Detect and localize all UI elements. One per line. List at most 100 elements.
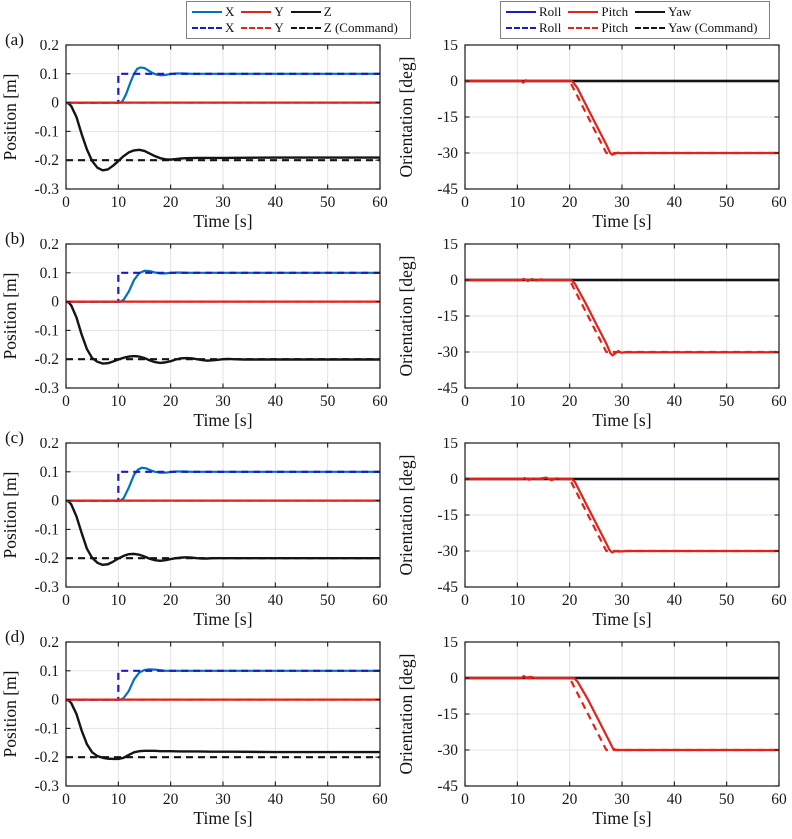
x-axis-label: Time [s]: [592, 410, 651, 430]
dashed-line-sample-icon: [568, 27, 599, 29]
x-tick-label: 50: [320, 393, 336, 410]
x-tick-label: 0: [62, 592, 70, 609]
y-tick-label: 0.2: [40, 239, 59, 253]
x-axis-label: Time [s]: [592, 211, 651, 231]
solid-line-sample-icon: [568, 11, 599, 13]
x-tick-label: 50: [320, 791, 336, 808]
y-tick-label: -30: [437, 742, 458, 759]
y-tick-label: 15: [443, 239, 459, 253]
y-tick-label: -0.1: [34, 123, 59, 140]
y-axis-label: Orientation [deg]: [396, 57, 416, 178]
x-tick-label: 40: [667, 791, 683, 808]
x-tick-label: 20: [163, 791, 179, 808]
x-tick-label: 10: [111, 393, 127, 410]
legend-label: Pitch: [601, 4, 629, 19]
row-label-a: (a): [5, 30, 24, 49]
x-axis-label: Time [s]: [193, 808, 252, 828]
legend-label: Yaw: [668, 4, 692, 19]
legend-label: Roll: [539, 4, 562, 19]
dashed-line-sample-icon: [192, 27, 222, 29]
legend-item-pitch: Pitch: [568, 4, 635, 20]
x-tick-label: 30: [215, 194, 231, 211]
y-tick-label: -15: [437, 706, 458, 723]
series-pitch-command-: [465, 79, 779, 155]
chart-a-orientation: 0 10 20 30 40 50 60 15 0 -15 -30 -45 Time [s] Orienta…: [396, 40, 787, 231]
x-tick-label: 20: [163, 194, 179, 211]
y-tick-label: -0.3: [34, 380, 59, 397]
x-tick-label: 0: [461, 194, 469, 211]
x-tick-label: 0: [62, 194, 70, 211]
y-axis-label: Orientation [deg]: [396, 654, 416, 775]
x-tick-label: 0: [62, 393, 70, 410]
series-x: [66, 466, 380, 502]
chart-d-position: 0 10 20 30 40 50 60 0.2 0.1 0 -0.1 -0.2 -0.3 Time [s]…: [0, 637, 388, 828]
y-tick-label: -15: [437, 109, 458, 126]
x-tick-label: 60: [771, 592, 787, 609]
x-tick-label: 50: [320, 194, 336, 211]
legend-label: Y: [274, 4, 284, 19]
chart-c-orientation: 0 10 20 30 40 50 60 15 0 -15 -30 -45 Time [s] Orienta…: [396, 438, 787, 629]
series-z: [65, 101, 380, 172]
y-tick-label: 0.1: [40, 464, 59, 481]
y-tick-label: -45: [437, 181, 458, 198]
x-tick-label: 30: [614, 592, 630, 609]
y-tick-label: 0: [51, 294, 59, 311]
solid-line-sample-icon: [290, 11, 321, 13]
x-tick-label: 10: [111, 592, 127, 609]
x-tick-label: 10: [510, 194, 526, 211]
chart-d-orientation: 0 10 20 30 40 50 60 15 0 -15 -30 -45 Time [s] Orienta…: [396, 637, 787, 828]
y-tick-label: 0: [51, 692, 59, 709]
dashed-line-sample-icon: [506, 27, 536, 29]
y-axis-label: Position [m]: [0, 670, 20, 757]
x-tick-label: 10: [510, 592, 526, 609]
x-tick-label: 0: [461, 393, 469, 410]
series-pitch-command-: [465, 477, 779, 553]
x-tick-label: 30: [614, 393, 630, 410]
y-tick-label: 0: [450, 272, 458, 289]
x-tick-label: 40: [667, 592, 683, 609]
x-axis-label: Time [s]: [592, 609, 651, 629]
x-tick-label: 50: [320, 592, 336, 609]
y-tick-label: -0.3: [34, 778, 59, 795]
dashed-line-sample-icon: [290, 27, 321, 29]
row-label-d: (d): [5, 627, 25, 646]
y-tick-label: -30: [437, 145, 458, 162]
x-tick-label: 50: [719, 791, 735, 808]
legend-item-roll: Roll: [506, 20, 568, 36]
legend-item-yaw-command-: Yaw (Command): [635, 20, 764, 36]
chart-c-position: 0 10 20 30 40 50 60 0.2 0.1 0 -0.1 -0.2 -0.3 Time [s]…: [0, 438, 388, 629]
y-tick-label: -0.1: [34, 322, 59, 339]
y-tick-label: 15: [443, 438, 459, 452]
legend-label: Yaw (Command): [668, 20, 758, 35]
y-tick-label: -15: [437, 507, 458, 524]
solid-line-sample-icon: [635, 11, 666, 13]
legend-position: X Y Z X Y Z (Command): [186, 1, 411, 39]
y-tick-label: 0.2: [40, 637, 59, 651]
y-tick-label: 0: [450, 73, 458, 90]
x-tick-label: 50: [719, 194, 735, 211]
legend-item-x: X: [192, 20, 241, 36]
x-tick-label: 60: [771, 194, 787, 211]
y-tick-label: 0.1: [40, 265, 59, 282]
y-tick-label: 0: [450, 471, 458, 488]
x-tick-label: 20: [163, 592, 179, 609]
x-tick-label: 40: [268, 791, 284, 808]
x-axis-label: Time [s]: [193, 211, 252, 231]
legend-label: Roll: [539, 20, 562, 35]
x-tick-label: 0: [461, 592, 469, 609]
solid-line-sample-icon: [506, 11, 536, 13]
y-tick-label: -0.3: [34, 579, 59, 596]
series-pitch: [465, 674, 779, 752]
x-tick-label: 60: [372, 194, 388, 211]
y-tick-label: -45: [437, 380, 458, 397]
y-tick-label: -0.2: [34, 550, 59, 567]
solid-line-sample-icon: [192, 11, 222, 13]
legend-item-y: Y: [241, 4, 290, 20]
y-tick-label: 15: [443, 40, 459, 54]
legend-label: Z: [323, 4, 332, 19]
series-z: [65, 499, 380, 567]
legend-item-y: Y: [241, 20, 290, 36]
legend-label: Y: [274, 20, 284, 35]
x-tick-label: 20: [562, 194, 578, 211]
series-z: [65, 698, 380, 761]
